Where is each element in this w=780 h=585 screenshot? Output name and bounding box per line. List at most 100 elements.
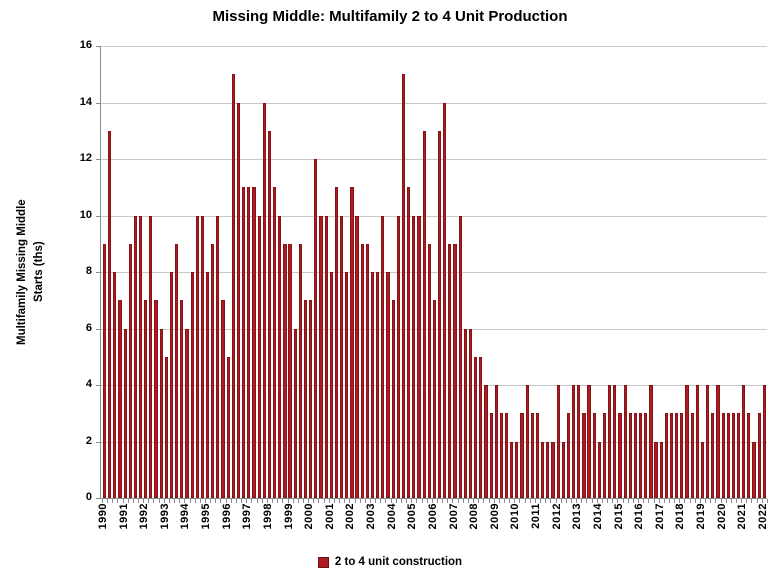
- x-axis-tick: [766, 499, 768, 503]
- x-axis-tick: [421, 499, 423, 503]
- bar: [577, 385, 581, 498]
- x-axis-tick: [694, 499, 696, 503]
- bar: [504, 413, 509, 498]
- legend: 2 to 4 unit construction: [0, 556, 780, 568]
- x-axis-tick: [344, 499, 346, 503]
- x-axis-tick: [601, 499, 603, 503]
- x-axis-tick: [746, 499, 748, 503]
- bar: [566, 413, 571, 498]
- x-axis-tick: [478, 499, 480, 503]
- x-axis-tick: [375, 499, 377, 503]
- bar: [499, 413, 504, 498]
- x-axis-tick: [199, 499, 201, 503]
- x-axis-tick: [632, 499, 634, 503]
- bar: [530, 413, 534, 498]
- x-axis-tick: [540, 499, 542, 503]
- bar: [309, 300, 313, 498]
- bar: [422, 130, 426, 498]
- x-axis-tick: [467, 499, 469, 503]
- x-axis-year-label: 2020: [715, 503, 728, 530]
- x-axis-year-label: 2017: [653, 503, 666, 530]
- x-axis-tick: [406, 499, 408, 503]
- bar: [639, 413, 643, 498]
- x-axis-tick: [390, 499, 392, 503]
- bar: [525, 385, 529, 498]
- x-axis-tick: [648, 499, 650, 503]
- bar: [319, 215, 323, 498]
- bar: [592, 413, 596, 498]
- bar: [159, 328, 163, 498]
- bar: [345, 272, 349, 498]
- bar: [644, 413, 648, 498]
- y-axis-title-line2: Starts (ths): [33, 241, 45, 303]
- x-axis-tick: [498, 499, 500, 503]
- x-axis-tick: [689, 499, 691, 503]
- x-axis-tick: [302, 499, 304, 503]
- bar: [680, 413, 684, 498]
- bar: [520, 413, 524, 498]
- x-axis-tick: [663, 499, 665, 503]
- x-axis-year-label: 2012: [550, 503, 563, 530]
- x-axis-tick: [519, 499, 521, 503]
- x-axis-tick: [447, 499, 449, 503]
- x-axis-tick: [323, 499, 325, 503]
- bar: [164, 356, 168, 498]
- bar: [432, 300, 436, 498]
- x-axis-tick: [509, 499, 511, 503]
- bar: [376, 272, 380, 498]
- x-axis-tick: [235, 499, 237, 503]
- x-axis-year-label: 2011: [530, 503, 543, 529]
- bar: [138, 215, 143, 498]
- x-axis-tick: [462, 499, 464, 503]
- bar: [628, 413, 632, 498]
- x-axis-tick: [576, 499, 578, 503]
- bar: [510, 441, 514, 498]
- x-axis-year-label: 2002: [344, 503, 357, 530]
- x-axis-year-label: 2006: [426, 503, 439, 530]
- x-axis-tick: [230, 499, 232, 503]
- x-axis-tick: [107, 499, 109, 503]
- x-axis-tick: [117, 499, 119, 503]
- bar: [401, 74, 406, 498]
- x-axis-year-label: 2014: [591, 503, 604, 530]
- bar: [200, 215, 205, 498]
- x-axis-tick: [488, 499, 490, 503]
- bar: [257, 215, 261, 498]
- x-axis-tick: [725, 499, 727, 503]
- bar: [128, 243, 132, 498]
- y-axis-tick: [96, 272, 100, 273]
- bar: [360, 243, 364, 498]
- bar: [262, 102, 266, 498]
- bar: [144, 300, 148, 498]
- bar: [716, 385, 720, 498]
- x-axis-tick: [354, 499, 356, 503]
- y-axis-tick: [96, 46, 100, 47]
- x-axis-tick: [586, 499, 588, 503]
- bar: [618, 413, 622, 498]
- y-axis-tick: [96, 385, 100, 386]
- bar: [572, 385, 576, 498]
- bar: [216, 215, 220, 498]
- bar: [370, 272, 375, 498]
- x-axis-tick: [493, 499, 495, 503]
- bar: [602, 413, 607, 498]
- x-axis-tick: [158, 499, 160, 503]
- bar: [412, 215, 416, 498]
- x-axis-year-label: 1999: [282, 503, 295, 530]
- bar: [453, 243, 457, 498]
- bar: [133, 215, 138, 498]
- x-axis-tick: [292, 499, 294, 503]
- y-axis-tick-label: 0: [85, 491, 92, 503]
- bar: [108, 130, 112, 498]
- x-axis-tick: [241, 499, 243, 503]
- bar: [417, 215, 421, 498]
- x-axis-tick: [220, 499, 222, 503]
- y-axis-tick: [96, 441, 100, 443]
- x-axis-tick: [127, 499, 129, 503]
- bar: [479, 356, 483, 498]
- x-axis-tick: [313, 499, 315, 503]
- bar: [190, 272, 194, 498]
- bar: [386, 272, 390, 498]
- y-axis-tick-label: 8: [85, 265, 92, 277]
- x-axis-year-label: 2016: [633, 503, 646, 530]
